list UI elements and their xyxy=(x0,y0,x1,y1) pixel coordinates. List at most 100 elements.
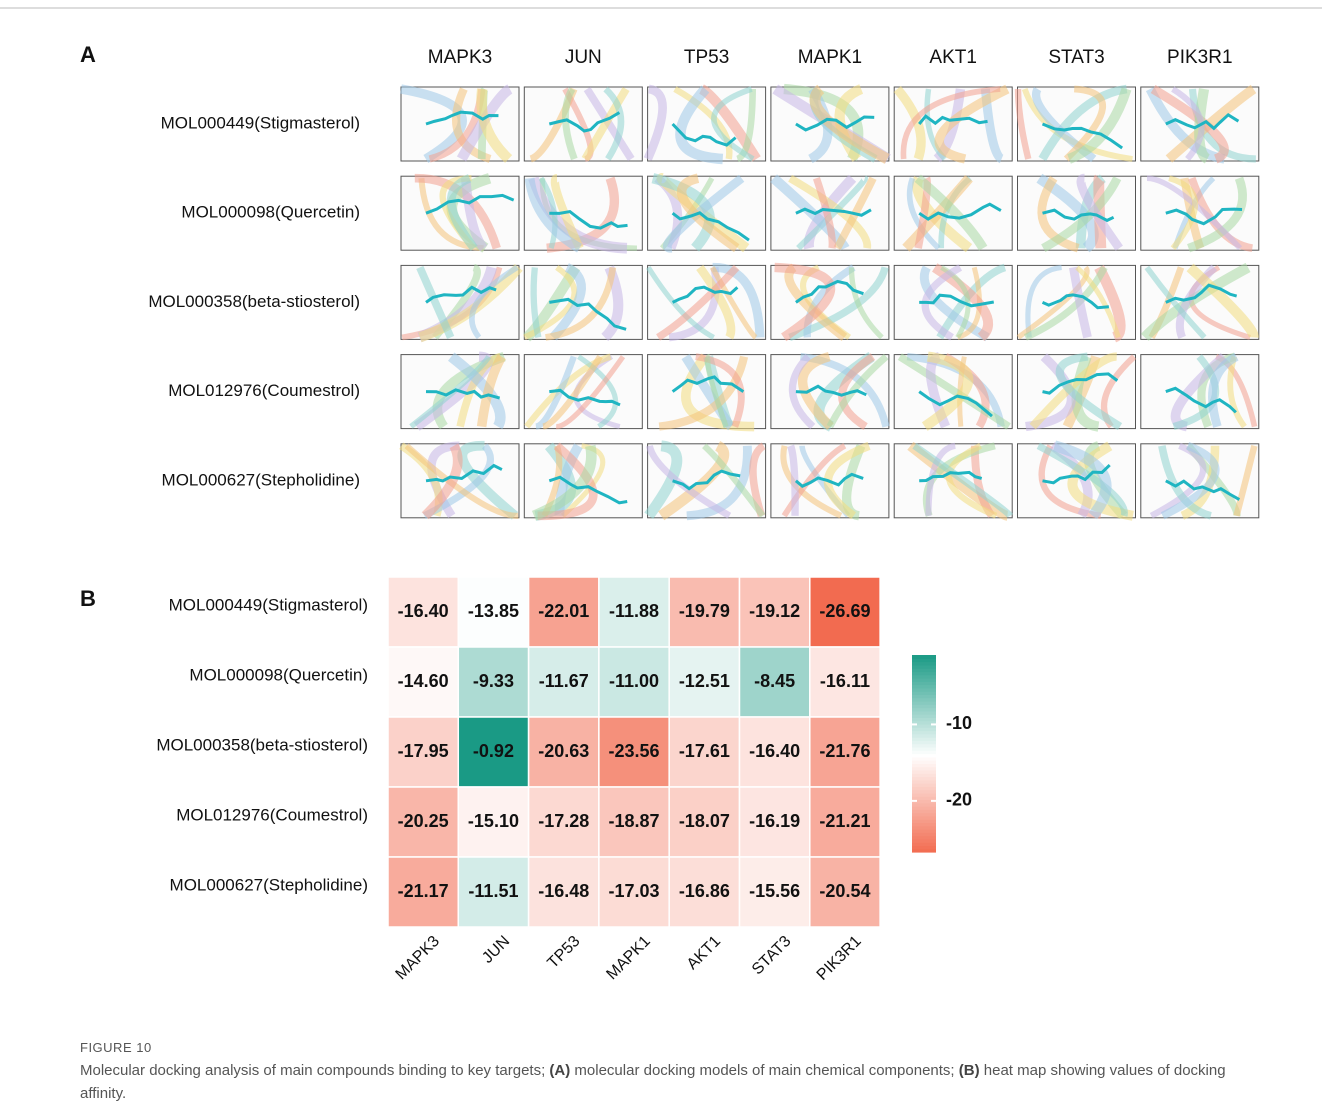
cell-label: -18.87 xyxy=(609,811,660,831)
cell-label: -11.51 xyxy=(468,881,518,901)
cell-label: -9.33 xyxy=(473,671,514,691)
cell-label: -16.86 xyxy=(679,881,730,901)
cell-label: -0.92 xyxy=(473,741,514,761)
docking-image xyxy=(401,444,519,518)
row-label: MOL000358(beta-stiosterol) xyxy=(148,292,360,311)
x-tick-label: TP53 xyxy=(544,933,583,972)
caption-text: (A) xyxy=(549,1062,570,1079)
cell-label: -11.00 xyxy=(609,671,659,691)
row-label: MOL000358(beta-stiosterol) xyxy=(156,735,368,754)
docking-image xyxy=(1141,444,1259,518)
cell-label: -22.01 xyxy=(538,601,589,621)
cell-label: -19.79 xyxy=(679,601,730,621)
docking-image xyxy=(1141,355,1259,429)
column-header: MAPK3 xyxy=(428,47,492,68)
cell-label: -12.51 xyxy=(679,671,730,691)
docking-image xyxy=(894,87,1012,161)
docking-image xyxy=(1141,176,1259,250)
cell-label: -17.61 xyxy=(679,741,730,761)
cell-label: -21.17 xyxy=(398,881,449,901)
column-header: JUN xyxy=(565,47,602,68)
cell-label: -15.10 xyxy=(468,811,519,831)
image-frame xyxy=(524,355,642,429)
colorbar-label: -20 xyxy=(946,790,972,810)
row-label: MOL000098(Quercetin) xyxy=(189,665,368,684)
row-label: MOL000627(Stepholidine) xyxy=(162,470,360,489)
cell-label: -11.67 xyxy=(539,671,589,691)
x-tick-label: MAPK1 xyxy=(603,933,653,983)
x-tick-label: JUN xyxy=(479,933,513,967)
cell-label: -18.07 xyxy=(679,811,730,831)
column-header: MAPK1 xyxy=(798,47,862,68)
x-tick-label: MAPK3 xyxy=(393,933,443,983)
cell-label: -14.60 xyxy=(398,671,449,691)
docking-image xyxy=(894,176,1012,250)
row-label: MOL000449(Stigmasterol) xyxy=(161,113,360,132)
docking-image xyxy=(771,87,889,161)
docking-image xyxy=(1018,444,1136,518)
cell-label: -20.63 xyxy=(538,741,589,761)
cell-label: -23.56 xyxy=(609,741,660,761)
row-label: MOL000627(Stepholidine) xyxy=(170,875,368,894)
caption-text: Molecular docking analysis of main compo… xyxy=(80,1062,549,1079)
x-tick-label: STAT3 xyxy=(749,933,795,979)
column-header: STAT3 xyxy=(1048,47,1104,68)
docking-image xyxy=(648,355,766,429)
cell-label: -13.85 xyxy=(468,601,519,621)
x-tick-label: PIK3R1 xyxy=(814,933,865,984)
docking-image xyxy=(1018,176,1136,250)
column-header: PIK3R1 xyxy=(1167,47,1232,68)
docking-image xyxy=(648,87,766,161)
row-label: MOL012976(Coumestrol) xyxy=(176,805,368,824)
cell-label: -20.25 xyxy=(398,811,449,831)
caption-text: molecular docking models of main chemica… xyxy=(570,1062,959,1079)
caption-text: (B) xyxy=(959,1062,980,1079)
cell-label: -17.95 xyxy=(398,741,449,761)
page: A B MAPK3 JUN TP53 MAPK1 AKT1 STAT3 PIK3R1 MOL0… xyxy=(0,0,1322,1115)
cell-label: -16.19 xyxy=(749,811,800,831)
docking-image xyxy=(1141,87,1259,161)
docking-image xyxy=(1141,265,1259,339)
docking-image xyxy=(524,176,642,250)
docking-image xyxy=(648,444,766,518)
docking-image xyxy=(1018,265,1136,339)
colorbar-label: -10 xyxy=(946,713,972,733)
cell-label: -17.28 xyxy=(538,811,589,831)
docking-image xyxy=(524,265,642,339)
docking-image xyxy=(401,355,519,429)
cell-label: -20.54 xyxy=(819,881,870,901)
docking-image xyxy=(648,176,766,250)
docking-image xyxy=(648,265,766,339)
x-tick-label: AKT1 xyxy=(684,933,724,973)
cell-label: -16.48 xyxy=(538,881,589,901)
docking-image xyxy=(401,265,519,339)
docking-image xyxy=(1018,87,1136,161)
row-label: MOL000098(Quercetin) xyxy=(181,203,360,222)
docking-image xyxy=(1018,355,1136,429)
cell-label: -8.45 xyxy=(754,671,795,691)
cell-label: -16.11 xyxy=(820,671,870,691)
cell-label: -16.40 xyxy=(398,601,449,621)
docking-image xyxy=(771,265,889,339)
panel-label: A xyxy=(80,42,96,67)
column-header: AKT1 xyxy=(929,47,977,68)
cell-label: -21.21 xyxy=(819,811,870,831)
figure-label: FIGURE 10 xyxy=(80,1036,1270,1059)
docking-image xyxy=(524,87,642,161)
cell-label: -16.40 xyxy=(749,741,800,761)
docking-image xyxy=(401,87,519,161)
panel-label: B xyxy=(80,586,96,611)
figure: A B MAPK3 JUN TP53 MAPK1 AKT1 STAT3 PIK3R1 MOL0… xyxy=(0,0,1322,1030)
cell-label: -26.69 xyxy=(819,601,870,621)
cell-label: -19.12 xyxy=(749,601,800,621)
cell-label: -15.56 xyxy=(749,881,800,901)
column-header: TP53 xyxy=(684,47,729,68)
docking-image xyxy=(894,444,1012,518)
docking-image xyxy=(524,444,642,518)
cell-label: -11.88 xyxy=(609,601,659,621)
caption: FIGURE 10 Molecular docking analysis of … xyxy=(80,1036,1270,1105)
docking-image xyxy=(771,176,889,250)
docking-image xyxy=(771,444,889,518)
docking-image xyxy=(894,265,1012,339)
docking-image xyxy=(524,355,642,429)
